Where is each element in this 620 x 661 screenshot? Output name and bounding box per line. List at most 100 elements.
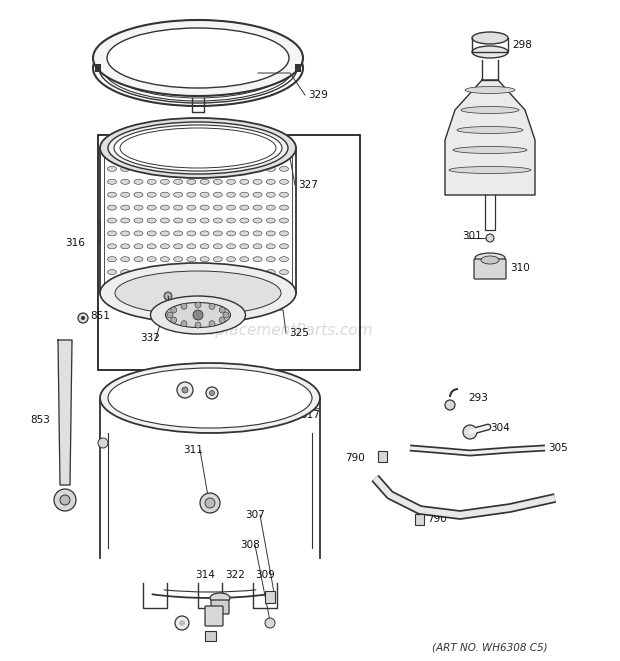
Circle shape — [54, 489, 76, 511]
Ellipse shape — [107, 256, 117, 262]
Ellipse shape — [147, 192, 156, 197]
Circle shape — [223, 312, 229, 318]
Circle shape — [170, 317, 177, 323]
Ellipse shape — [266, 231, 275, 236]
Ellipse shape — [151, 296, 246, 334]
Ellipse shape — [200, 167, 209, 171]
Ellipse shape — [226, 218, 236, 223]
Ellipse shape — [114, 125, 282, 171]
Ellipse shape — [120, 128, 276, 168]
Text: 316: 316 — [65, 238, 85, 248]
Ellipse shape — [200, 270, 209, 274]
Text: eReplacementParts.com: eReplacementParts.com — [187, 323, 373, 338]
Ellipse shape — [213, 153, 223, 159]
Ellipse shape — [240, 244, 249, 249]
Ellipse shape — [226, 153, 236, 159]
Ellipse shape — [266, 244, 275, 249]
Ellipse shape — [174, 192, 183, 197]
Ellipse shape — [187, 167, 196, 171]
Ellipse shape — [121, 167, 130, 171]
Ellipse shape — [226, 244, 236, 249]
Ellipse shape — [187, 282, 196, 288]
Circle shape — [445, 400, 455, 410]
Ellipse shape — [200, 153, 209, 159]
Text: 301: 301 — [462, 231, 482, 241]
Ellipse shape — [266, 205, 275, 210]
Ellipse shape — [134, 192, 143, 197]
Ellipse shape — [461, 106, 519, 114]
Ellipse shape — [134, 256, 143, 262]
Ellipse shape — [213, 256, 223, 262]
Circle shape — [181, 303, 187, 309]
Ellipse shape — [472, 32, 508, 44]
Bar — [98, 135, 360, 370]
Text: 851: 851 — [90, 311, 110, 321]
Bar — [378, 451, 387, 462]
Ellipse shape — [147, 205, 156, 210]
Ellipse shape — [121, 231, 130, 236]
Ellipse shape — [161, 192, 169, 197]
Text: 332: 332 — [140, 333, 160, 343]
Ellipse shape — [121, 218, 130, 223]
FancyBboxPatch shape — [211, 600, 229, 614]
Ellipse shape — [253, 218, 262, 223]
Text: 305: 305 — [548, 443, 568, 453]
Text: 790: 790 — [345, 453, 365, 463]
Ellipse shape — [121, 244, 130, 249]
Ellipse shape — [147, 256, 156, 262]
Ellipse shape — [174, 270, 183, 274]
Circle shape — [81, 316, 85, 320]
Ellipse shape — [166, 303, 231, 327]
Ellipse shape — [200, 179, 209, 184]
Ellipse shape — [226, 231, 236, 236]
Ellipse shape — [100, 263, 296, 323]
Ellipse shape — [253, 153, 262, 159]
Circle shape — [219, 317, 225, 323]
Ellipse shape — [134, 244, 143, 249]
Ellipse shape — [100, 118, 296, 178]
Ellipse shape — [280, 270, 288, 274]
Ellipse shape — [253, 179, 262, 184]
FancyBboxPatch shape — [474, 259, 506, 279]
Circle shape — [164, 292, 172, 300]
Ellipse shape — [187, 270, 196, 274]
Ellipse shape — [121, 192, 130, 197]
Ellipse shape — [107, 218, 117, 223]
Ellipse shape — [174, 153, 183, 159]
Ellipse shape — [240, 270, 249, 274]
Ellipse shape — [134, 179, 143, 184]
Ellipse shape — [100, 363, 320, 433]
Circle shape — [200, 493, 220, 513]
Circle shape — [219, 307, 225, 313]
Text: 300: 300 — [498, 135, 518, 145]
Ellipse shape — [147, 244, 156, 249]
Circle shape — [177, 382, 193, 398]
Ellipse shape — [210, 593, 230, 603]
Ellipse shape — [266, 153, 275, 159]
Ellipse shape — [481, 256, 499, 264]
Circle shape — [175, 616, 189, 630]
Ellipse shape — [200, 205, 209, 210]
Circle shape — [463, 425, 477, 439]
Ellipse shape — [253, 205, 262, 210]
Ellipse shape — [280, 192, 288, 197]
Text: 293: 293 — [468, 393, 488, 403]
Text: 298: 298 — [512, 40, 532, 50]
Ellipse shape — [107, 244, 117, 249]
Text: 311: 311 — [183, 445, 203, 455]
Ellipse shape — [147, 282, 156, 288]
Ellipse shape — [280, 179, 288, 184]
Ellipse shape — [280, 153, 288, 159]
Ellipse shape — [280, 205, 288, 210]
Ellipse shape — [266, 282, 275, 288]
Ellipse shape — [108, 122, 288, 174]
Ellipse shape — [161, 231, 169, 236]
Ellipse shape — [121, 270, 130, 274]
Ellipse shape — [134, 205, 143, 210]
Ellipse shape — [200, 256, 209, 262]
Bar — [95, 64, 101, 72]
Ellipse shape — [121, 282, 130, 288]
Ellipse shape — [187, 218, 196, 223]
Text: 853: 853 — [30, 415, 50, 425]
Ellipse shape — [147, 179, 156, 184]
